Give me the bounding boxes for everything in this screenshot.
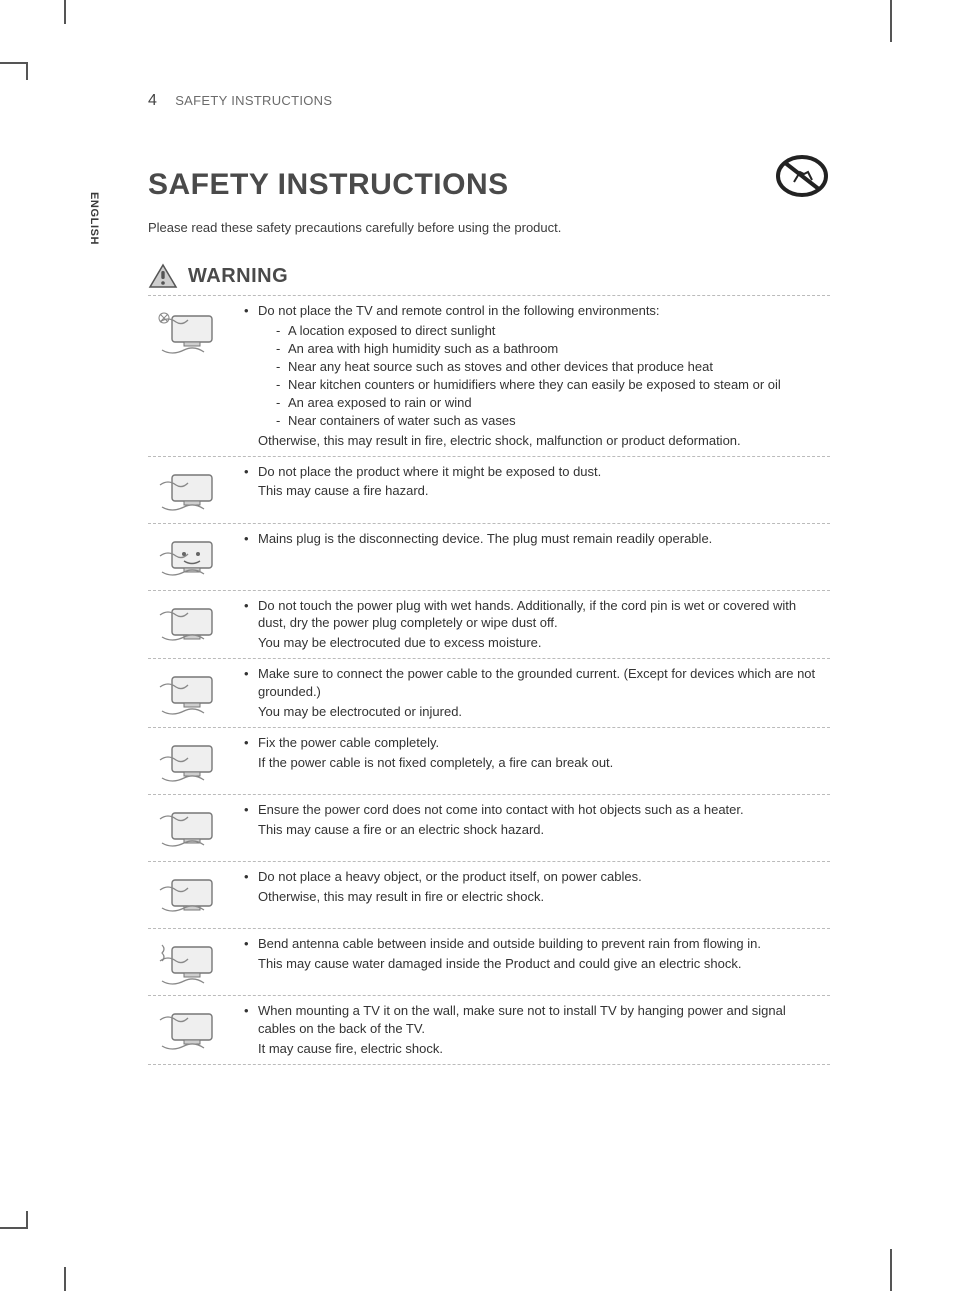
warning-row: Bend antenna cable between inside and ou…: [148, 929, 830, 996]
warning-row: Mains plug is the disconnecting device. …: [148, 524, 830, 591]
warning-row: Make sure to connect the power cable to …: [148, 659, 830, 728]
warning-continuation: Otherwise, this may result in fire or el…: [244, 888, 826, 906]
tv-plug-face-icon: [148, 530, 244, 584]
warning-lead: Mains plug is the disconnecting device. …: [244, 530, 826, 548]
warning-row-body: Mains plug is the disconnecting device. …: [244, 530, 830, 584]
warning-row: Do not place the TV and remote control i…: [148, 296, 830, 457]
warning-continuation: You may be electrocuted due to excess mo…: [244, 634, 826, 652]
page-content: 4 SAFETY INSTRUCTIONS SAFETY INSTRUCTION…: [148, 92, 830, 1065]
no-touch-prohibition-icon: [774, 154, 830, 198]
tv-dust-icon: [148, 463, 244, 517]
warning-lead: When mounting a TV it on the wall, make …: [244, 1002, 826, 1038]
warning-row: Fix the power cable completely. If the po…: [148, 728, 830, 795]
crop-mark: [890, 1249, 892, 1291]
warning-continuation: This may cause water damaged inside the …: [244, 955, 826, 973]
warning-continuation: This may cause a fire or an electric sho…: [244, 821, 826, 839]
warning-tail: Otherwise, this may result in fire, elec…: [244, 432, 826, 450]
warning-continuation: You may be electrocuted or injured.: [244, 703, 826, 721]
heater-cord-icon: [148, 801, 244, 855]
warning-heading: WARNING: [148, 263, 830, 296]
warning-triangle-icon: [148, 263, 178, 289]
warning-row-body: Do not touch the power plug with wet han…: [244, 597, 830, 653]
warning-row: Do not place a heavy object, or the prod…: [148, 862, 830, 929]
warning-subitem: Near any heat source such as stoves and …: [276, 358, 826, 376]
warning-rows: Do not place the TV and remote control i…: [148, 296, 830, 1065]
warning-continuation: This may cause a fire hazard.: [244, 482, 826, 500]
section-name: SAFETY INSTRUCTIONS: [175, 93, 332, 108]
crop-mark: [0, 62, 28, 64]
warning-row-body: Ensure the power cord does not come into…: [244, 801, 830, 855]
warning-row-body: Make sure to connect the power cable to …: [244, 665, 830, 721]
running-head: 4 SAFETY INSTRUCTIONS: [148, 92, 830, 110]
warning-subitem: An area exposed to rain or wind: [276, 394, 826, 412]
warning-lead: Do not place the product where it might …: [244, 463, 826, 481]
warning-row: Do not touch the power plug with wet han…: [148, 591, 830, 660]
warning-subitem: Near containers of water such as vases: [276, 412, 826, 430]
ground-outlet-icon: [148, 665, 244, 721]
warning-label: WARNING: [188, 265, 288, 288]
wall-mount-cable-icon: [148, 1002, 244, 1058]
intro-text: Please read these safety precautions car…: [148, 220, 830, 235]
warning-row-body: When mounting a TV it on the wall, make …: [244, 1002, 830, 1058]
antenna-rain-icon: [148, 935, 244, 989]
warning-lead: Do not place a heavy object, or the prod…: [244, 868, 826, 886]
heavy-object-cord-icon: [148, 868, 244, 922]
warning-row-body: Fix the power cable completely. If the po…: [244, 734, 830, 788]
warning-continuation: It may cause fire, electric shock.: [244, 1040, 826, 1058]
warning-row: When mounting a TV it on the wall, make …: [148, 996, 830, 1065]
crop-mark: [64, 0, 66, 24]
crop-mark: [64, 1267, 66, 1291]
warning-row: Do not place the product where it might …: [148, 457, 830, 524]
crop-mark: [26, 1211, 28, 1229]
warning-lead: Bend antenna cable between inside and ou…: [244, 935, 826, 953]
secure-plug-icon: [148, 734, 244, 788]
warning-row-body: Do not place the product where it might …: [244, 463, 830, 517]
page-title: SAFETY INSTRUCTIONS: [148, 168, 830, 202]
crop-mark: [26, 62, 28, 80]
warning-row-body: Bend antenna cable between inside and ou…: [244, 935, 830, 989]
warning-continuation: If the power cable is not fixed complete…: [244, 754, 826, 772]
warning-subitem: A location exposed to direct sunlight: [276, 322, 826, 340]
warning-lead: Make sure to connect the power cable to …: [244, 665, 826, 701]
crop-mark: [0, 1227, 28, 1229]
warning-row: Ensure the power cord does not come into…: [148, 795, 830, 862]
warning-row-body: Do not place a heavy object, or the prod…: [244, 868, 830, 922]
wet-hand-plug-icon: [148, 597, 244, 653]
language-tab: ENGLISH: [88, 192, 100, 245]
warning-subitem: An area with high humidity such as a bat…: [276, 340, 826, 358]
warning-subitem: Near kitchen counters or humidifiers whe…: [276, 376, 826, 394]
warning-lead: Do not touch the power plug with wet han…: [244, 597, 826, 633]
crop-mark: [890, 0, 892, 42]
warning-row-body: Do not place the TV and remote control i…: [244, 302, 830, 450]
tv-sun-remote-icon: [148, 302, 244, 450]
page-number: 4: [148, 92, 157, 110]
warning-lead: Do not place the TV and remote control i…: [244, 302, 826, 430]
warning-lead: Fix the power cable completely.: [244, 734, 826, 752]
warning-lead: Ensure the power cord does not come into…: [244, 801, 826, 819]
